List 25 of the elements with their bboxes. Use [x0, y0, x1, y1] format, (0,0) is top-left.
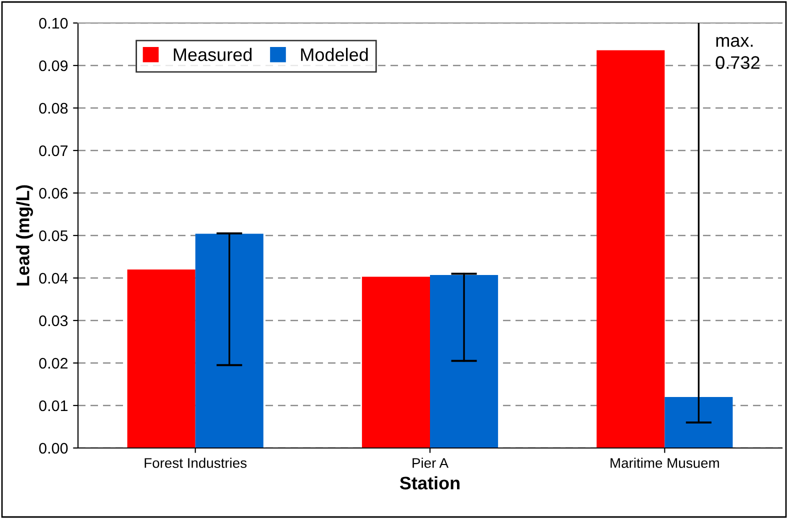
y-tick-label: 0.00 — [39, 442, 68, 454]
bar — [596, 50, 665, 448]
bar — [664, 397, 733, 448]
y-tick-label: 0.01 — [39, 400, 68, 412]
y-tick-label: 0.10 — [39, 18, 68, 29]
y-tick-label: 0.04 — [39, 272, 68, 284]
x-axis-title: Station — [400, 476, 460, 490]
y-tick-label: 0.09 — [39, 60, 68, 72]
y-tick-label: 0.06 — [39, 188, 68, 199]
y-tick-label: 0.05 — [39, 230, 68, 242]
x-tick-label: Maritime Musuem — [610, 458, 719, 468]
y-tick-label: 0.03 — [39, 315, 68, 326]
x-tick-label: Forest Industries — [144, 458, 247, 468]
y-axis-title: Lead (mg/L) — [16, 185, 33, 286]
bar — [430, 275, 498, 448]
bar — [362, 276, 430, 448]
y-tick-label: 0.02 — [39, 358, 68, 369]
y-tick-label: 0.08 — [39, 102, 68, 114]
annotation: max. 0.732 — [716, 36, 760, 69]
legend-label: Measured — [174, 48, 252, 62]
x-tick-label: Pier A — [412, 458, 448, 468]
y-tick-label: 0.07 — [39, 145, 68, 156]
bar — [195, 234, 264, 448]
bar — [127, 270, 196, 448]
legend-label: Modeled — [301, 48, 368, 62]
